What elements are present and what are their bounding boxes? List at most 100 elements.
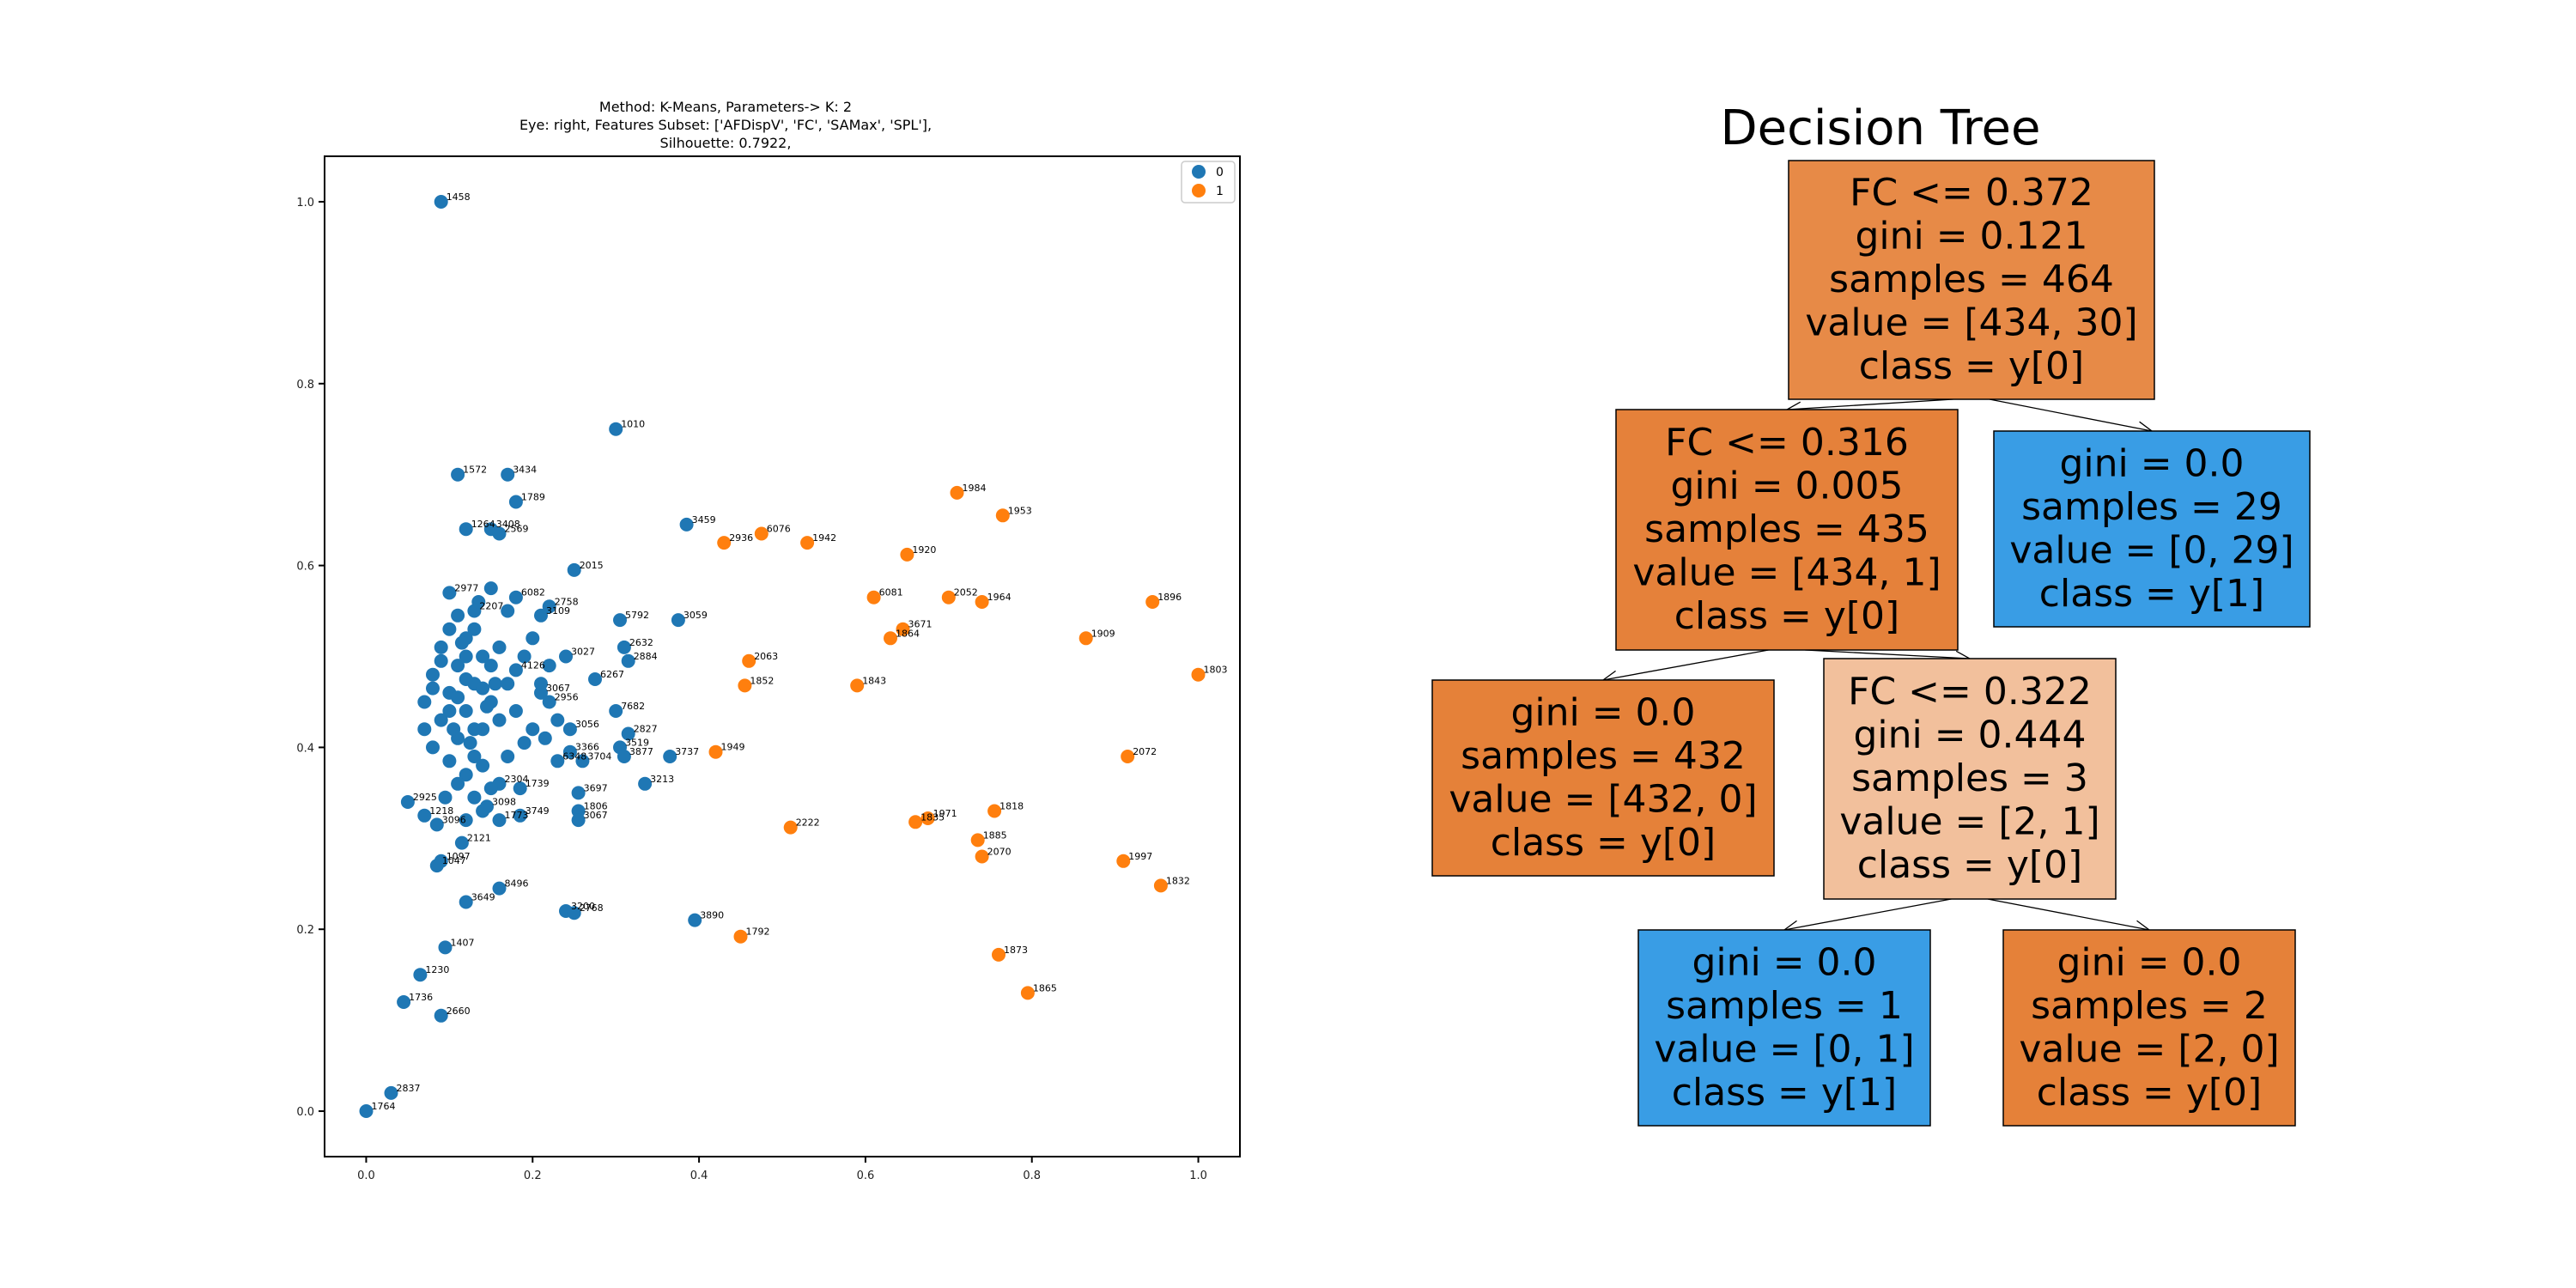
scatter-point-0-111: [483, 781, 498, 796]
scatter-point-label: 3098: [492, 796, 516, 807]
scatter-point-0-1: [609, 422, 623, 436]
scatter-point-label: 3519: [625, 737, 649, 748]
scatter-point-label: 2925: [413, 792, 437, 803]
scatter-point-label: 6076: [767, 524, 791, 535]
scatter-x-ticks: 0.0 0.2 0.4 0.6 0.8 1.0: [357, 1157, 1207, 1182]
scatter-point-label: 1792: [746, 927, 770, 938]
scatter-point-label: 3649: [471, 892, 495, 903]
scatter-point-1-0: [950, 485, 964, 500]
scatter-point-label: 1047: [442, 855, 466, 866]
scatter-point-0-107: [526, 631, 540, 646]
scatter-point-label: 3749: [526, 805, 550, 817]
scatter-point-0-78: [467, 722, 482, 737]
scatter-point-label: 2063: [754, 651, 778, 662]
tree-node-line: samples = 432: [1461, 734, 1746, 778]
tree-node-line: gini = 0.0: [2059, 441, 2244, 485]
scatter-point-0-61: [434, 640, 448, 654]
scatter-point-1-15: [738, 678, 752, 693]
scatter-point-1-11: [884, 631, 897, 646]
tree-node-line: class = y[0]: [2037, 1071, 2262, 1115]
tree-node-line: value = [0, 29]: [2009, 528, 2293, 572]
scatter-point-0-109: [538, 731, 552, 745]
scatter-point-label: 3408: [496, 519, 520, 530]
scatter-point-label: 5792: [625, 610, 649, 621]
scatter-point-1-27: [733, 929, 748, 944]
scatter-point-0-77: [442, 704, 457, 718]
scatter-point-0-68: [459, 704, 473, 718]
scatter-point-0-86: [451, 608, 465, 623]
scatter-point-0-82: [483, 659, 498, 673]
scatter-point-label: 2660: [447, 1005, 471, 1017]
scatter-point-0-81: [459, 672, 473, 686]
tree-edge-n0-n2: [1989, 398, 2153, 432]
scatter-point-label: 1864: [896, 628, 920, 639]
scatter-point-label: 8496: [505, 878, 529, 890]
tree-node-line: value = [432, 0]: [1449, 777, 1757, 821]
scatter-point-label: 1865: [1033, 982, 1057, 993]
scatter-point-label: 3890: [700, 910, 724, 921]
scatter-point-0-85: [467, 622, 482, 636]
scatter-point-0-15: [613, 613, 627, 628]
tree-node-line: gini = 0.444: [1853, 714, 2086, 757]
scatter-point-0-44: [492, 813, 507, 828]
scatter-point-label: 3067: [546, 683, 570, 694]
scatter-point-label: 3213: [650, 774, 674, 785]
scatter-point-0-5: [459, 522, 473, 537]
scatter-point-label: 1885: [983, 829, 1007, 841]
tree-node-line: gini = 0.0: [1510, 690, 1695, 734]
scatter-point-label: 1896: [1157, 592, 1182, 603]
scatter-point-label: 1997: [1128, 851, 1152, 862]
scatter-point-0-99: [463, 736, 477, 750]
scatter-point-1-5: [900, 547, 914, 562]
scatter-point-0-45: [454, 835, 469, 850]
x-tick-label: 0.0: [357, 1170, 375, 1182]
scatter-point-label: 2977: [454, 582, 478, 593]
scatter-point-label: 2884: [634, 651, 658, 662]
scatter-point-label: 3056: [575, 719, 599, 730]
tree-node-box: [2002, 929, 2296, 1127]
scatter-point-label: 1835: [920, 811, 945, 823]
scatter-point-0-114: [438, 790, 453, 805]
scatter-point-1-12: [1078, 631, 1093, 646]
scatter-point-label: 3697: [584, 782, 608, 793]
scatter-point-0-94: [442, 754, 457, 769]
scatter-point-1-17: [708, 744, 723, 759]
scatter-point-label: 3671: [908, 619, 933, 630]
scatter-axes-frame: [324, 155, 1241, 1157]
tree-node-line: FC <= 0.316: [1665, 421, 1909, 465]
scatter-point-1-23: [970, 833, 985, 848]
scatter-point-label: 1920: [912, 544, 936, 556]
scatter-point-0-110: [501, 750, 515, 763]
scatter-point-0-10: [442, 586, 457, 600]
scatter-point-label: 1984: [963, 483, 987, 494]
tree-node-line: FC <= 0.372: [1850, 171, 2093, 215]
scatter-point-label: 2015: [580, 560, 604, 571]
tree-node-line: gini = 0.0: [2057, 940, 2241, 984]
scatter-point-label: 3059: [683, 610, 708, 621]
tree-node-box: [1615, 409, 1959, 651]
scatter-point-label: 1964: [987, 592, 1012, 603]
y-tick-label: 0.2: [296, 924, 314, 937]
scatter-point-1-21: [908, 815, 923, 829]
scatter-point-0-76: [459, 649, 473, 664]
scatter-point-label: 2632: [629, 637, 653, 648]
scatter-point-0-87: [501, 604, 515, 618]
scatter-point-1-8: [975, 595, 989, 609]
scatter-point-1-10: [896, 622, 910, 636]
scatter-point-0-30: [663, 750, 677, 763]
scatter-point-0-28: [562, 744, 577, 759]
scatter-point-0-55: [397, 995, 411, 1009]
legend-label-0: 0: [1216, 166, 1224, 179]
scatter-point-0-19: [621, 653, 635, 668]
scatter-point-0-31: [550, 754, 565, 769]
tree-title: Decision Tree: [1721, 100, 2041, 156]
tree-node-line: value = [0, 1]: [1654, 1027, 1914, 1071]
scatter-point-0-96: [417, 695, 432, 709]
scatter-point-label: 1218: [429, 805, 453, 817]
scatter-point-label: 2956: [555, 692, 579, 703]
